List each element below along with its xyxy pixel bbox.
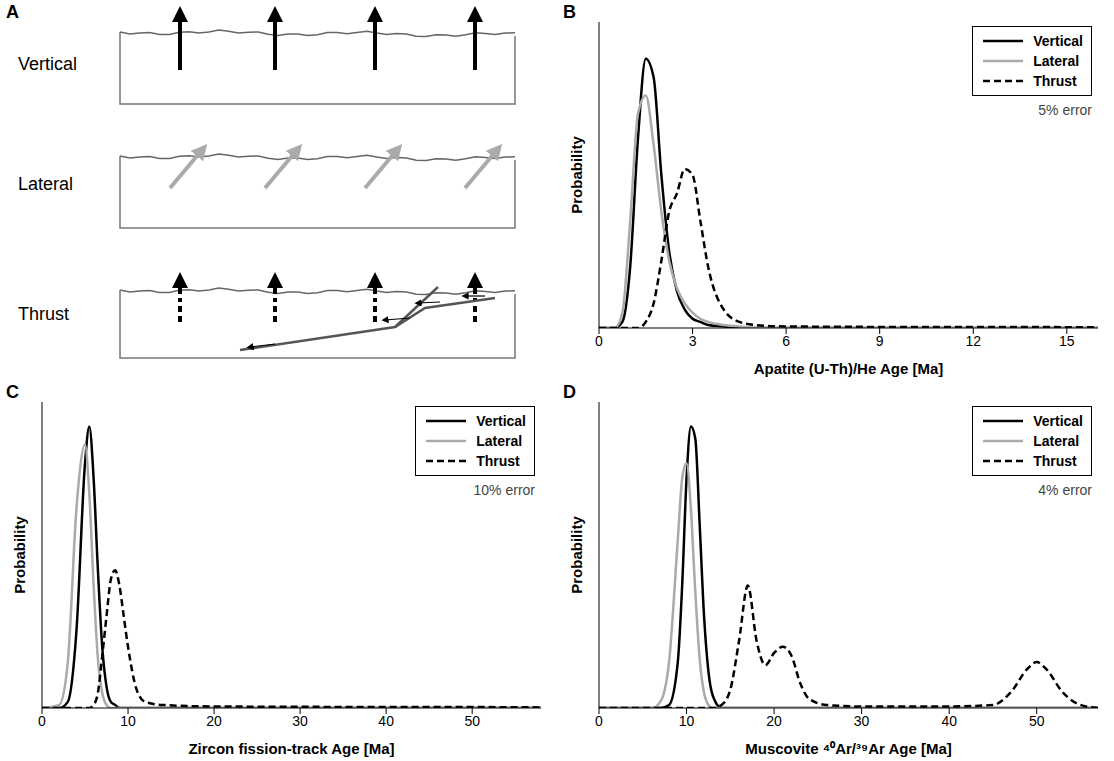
svg-text:30: 30 — [292, 713, 308, 729]
svg-text:20: 20 — [206, 713, 222, 729]
svg-text:20: 20 — [766, 713, 782, 729]
svg-text:10: 10 — [679, 713, 695, 729]
html-text:A: A — [6, 2, 19, 22]
html-text:C: C — [6, 382, 19, 402]
svg-text:Lateral: Lateral — [18, 174, 73, 194]
html-text:10% error: 10% error — [473, 482, 535, 498]
html-text:Lateral: Lateral — [476, 433, 523, 449]
html-text:Thrust: Thrust — [476, 453, 520, 469]
svg-text:40: 40 — [378, 713, 394, 729]
svg-text:0: 0 — [595, 713, 603, 729]
html-text:4% error: 4% error — [1038, 482, 1092, 498]
svg-text:12: 12 — [965, 333, 981, 349]
html-text:Vertical: Vertical — [1033, 413, 1083, 429]
svg-text:50: 50 — [1029, 713, 1045, 729]
svg-text:Vertical: Vertical — [18, 54, 77, 74]
svg-text:40: 40 — [941, 713, 957, 729]
html-text:5% error: 5% error — [1038, 102, 1092, 118]
svg-text:Zircon fission-track Age [Ma]: Zircon fission-track Age [Ma] — [188, 740, 394, 757]
html-text:Lateral: Lateral — [1033, 53, 1080, 69]
svg-text:0: 0 — [38, 713, 46, 729]
svg-text:9: 9 — [876, 333, 884, 349]
svg-text:Muscovite ⁴⁰Ar/³⁹Ar Age [Ma]: Muscovite ⁴⁰Ar/³⁹Ar Age [Ma] — [745, 740, 952, 757]
svg-text:30: 30 — [854, 713, 870, 729]
html-text:Vertical: Vertical — [476, 413, 526, 429]
html-text:Vertical: Vertical — [1033, 33, 1083, 49]
svg-text:0: 0 — [595, 333, 603, 349]
svg-text:6: 6 — [782, 333, 790, 349]
html-text:Lateral: Lateral — [1033, 433, 1080, 449]
svg-text:Probability: Probability — [568, 136, 585, 214]
html-text:Thrust: Thrust — [1033, 73, 1077, 89]
svg-text:10: 10 — [120, 713, 136, 729]
html-text:Thrust: Thrust — [1033, 453, 1077, 469]
svg-text:Probability: Probability — [568, 516, 585, 594]
svg-text:Probability: Probability — [11, 516, 28, 594]
svg-text:50: 50 — [464, 713, 480, 729]
html-text:B: B — [563, 2, 576, 22]
html-text:D: D — [563, 382, 576, 402]
svg-text:3: 3 — [689, 333, 697, 349]
svg-text:Thrust: Thrust — [18, 304, 69, 324]
svg-text:Apatite (U-Th)/He Age [Ma]: Apatite (U-Th)/He Age [Ma] — [754, 360, 943, 377]
svg-text:15: 15 — [1059, 333, 1075, 349]
